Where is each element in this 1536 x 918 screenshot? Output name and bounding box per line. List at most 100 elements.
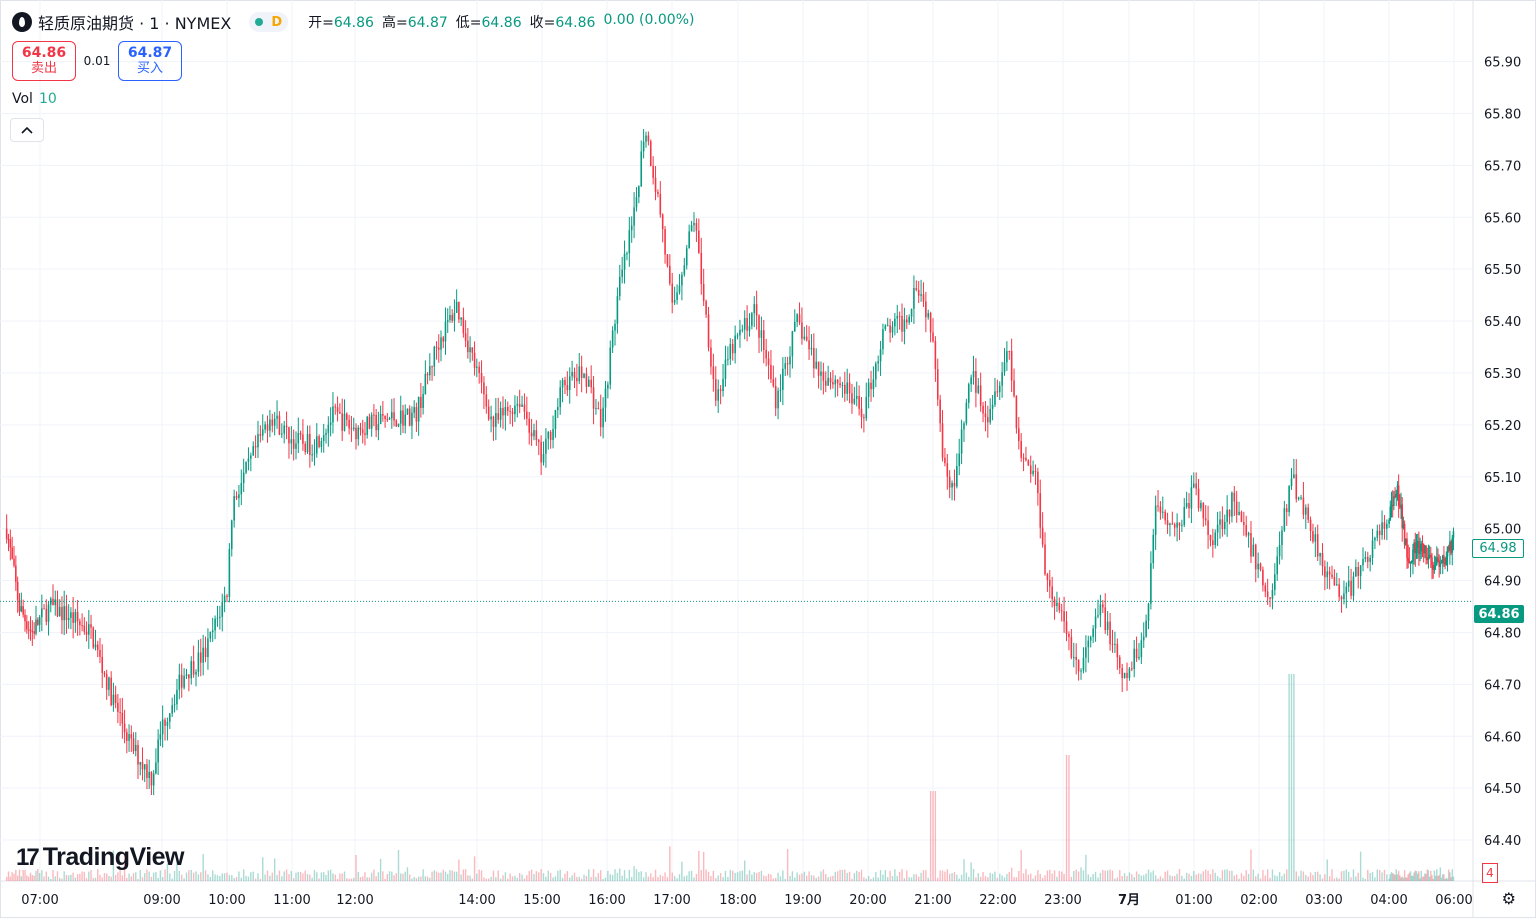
volume-bar bbox=[1003, 877, 1006, 881]
market-status-pill[interactable]: D bbox=[249, 12, 289, 32]
candle-body bbox=[829, 377, 832, 383]
volume-bar bbox=[746, 874, 748, 881]
candle-body bbox=[580, 366, 583, 378]
volume-bar bbox=[74, 877, 77, 881]
volume-bar bbox=[259, 878, 262, 881]
candle-body bbox=[698, 230, 700, 253]
volume-bar bbox=[999, 873, 1001, 881]
candle-body bbox=[1257, 563, 1259, 570]
candle-body bbox=[1406, 538, 1408, 558]
candle-body bbox=[499, 407, 502, 420]
volume-legend[interactable]: Vol 10 bbox=[12, 91, 57, 107]
volume-bar bbox=[1174, 875, 1176, 881]
volume-bar bbox=[1138, 873, 1140, 881]
buy-button[interactable]: 64.87 买入 bbox=[118, 41, 182, 81]
candle-body bbox=[645, 135, 647, 142]
candle-body bbox=[526, 411, 528, 419]
volume-bar bbox=[631, 876, 633, 881]
volume-bar bbox=[288, 874, 290, 881]
candle-body bbox=[406, 408, 409, 415]
candle-body bbox=[1048, 579, 1051, 587]
candle-body bbox=[741, 329, 744, 331]
candle-body bbox=[549, 431, 552, 441]
candle-body bbox=[449, 314, 451, 320]
volume-bar bbox=[311, 877, 313, 881]
candle-body bbox=[808, 340, 810, 350]
volume-bar bbox=[920, 872, 922, 881]
candle-body bbox=[1421, 543, 1424, 545]
candle-body bbox=[929, 313, 932, 333]
volume-bar bbox=[514, 875, 516, 881]
candle-body bbox=[1150, 563, 1152, 604]
candle-body bbox=[710, 347, 712, 367]
candle-body bbox=[226, 595, 228, 597]
symbol-title[interactable]: 轻质原油期货 · 1 · NYMEX bbox=[38, 14, 232, 33]
candle-body bbox=[858, 395, 860, 409]
candle-body bbox=[1235, 501, 1238, 515]
candle-body bbox=[822, 371, 825, 381]
volume-bar bbox=[533, 874, 535, 881]
y-tick-label: 64.70 bbox=[1484, 678, 1521, 693]
candle-body bbox=[497, 413, 500, 420]
volume-bar bbox=[1264, 875, 1266, 881]
close-value: 64.86 bbox=[555, 15, 596, 31]
candle-body bbox=[803, 336, 806, 339]
volume-bar bbox=[318, 878, 320, 881]
candle-body bbox=[24, 614, 26, 622]
volume-bar bbox=[141, 877, 144, 881]
candle-body bbox=[1422, 544, 1425, 554]
volume-bar bbox=[705, 869, 707, 881]
candle-body bbox=[1388, 519, 1390, 524]
volume-bar bbox=[362, 876, 364, 881]
candle-body bbox=[1087, 640, 1090, 648]
candle-body bbox=[446, 319, 449, 322]
candle-body bbox=[1147, 603, 1150, 621]
volume-bar bbox=[1252, 869, 1255, 881]
candle-body bbox=[487, 406, 490, 420]
volume-bar bbox=[1188, 873, 1190, 881]
volume-bar bbox=[112, 850, 115, 881]
candle-body bbox=[1123, 672, 1126, 679]
candle-body bbox=[972, 370, 975, 378]
volume-bar bbox=[953, 872, 956, 881]
ohlc-values: 开=64.86 高=64.87 低=64.86 收=64.86 0.00 (0.… bbox=[308, 12, 694, 32]
y-tick-label: 65.90 bbox=[1484, 56, 1521, 71]
volume-bar bbox=[413, 876, 415, 881]
volume-bar bbox=[76, 874, 79, 881]
collapse-legend-button[interactable] bbox=[10, 118, 44, 142]
volume-bar bbox=[963, 859, 965, 881]
tradingview-logo[interactable]: 17 TradingView bbox=[16, 843, 185, 872]
volume-bar bbox=[712, 870, 715, 881]
candle-body bbox=[1413, 542, 1415, 550]
candle-body bbox=[276, 415, 278, 419]
sell-button[interactable]: 64.86 卖出 bbox=[12, 41, 76, 81]
candle-body bbox=[1431, 557, 1433, 565]
candle-body bbox=[47, 604, 50, 622]
volume-bar bbox=[1056, 876, 1058, 881]
volume-bar bbox=[1157, 878, 1159, 881]
candle-body bbox=[1444, 563, 1446, 565]
volume-bar bbox=[1015, 877, 1018, 881]
candle-body bbox=[736, 335, 739, 337]
candle-body bbox=[628, 230, 631, 254]
volume-bar bbox=[92, 878, 94, 881]
volume-bar bbox=[1383, 869, 1386, 881]
candle-body bbox=[341, 413, 343, 431]
interval-badge: D bbox=[271, 14, 283, 30]
candle-body bbox=[485, 394, 488, 407]
volume-bar bbox=[1231, 870, 1233, 881]
volume-bar bbox=[1374, 877, 1376, 881]
chart-settings-icon[interactable]: ⚙ bbox=[1501, 889, 1516, 908]
candle-body bbox=[1430, 555, 1432, 558]
x-tick-label: 20:00 bbox=[849, 893, 886, 908]
candle-body bbox=[661, 214, 664, 230]
volume-bar bbox=[791, 871, 794, 881]
candle-body bbox=[1118, 657, 1121, 669]
volume-bar bbox=[578, 876, 580, 881]
candle-body bbox=[492, 416, 495, 427]
tradingview-mark-icon: 17 bbox=[16, 843, 40, 871]
volume-bar bbox=[782, 870, 784, 881]
sell-price: 64.86 bbox=[21, 45, 67, 61]
volume-bar bbox=[408, 874, 411, 881]
